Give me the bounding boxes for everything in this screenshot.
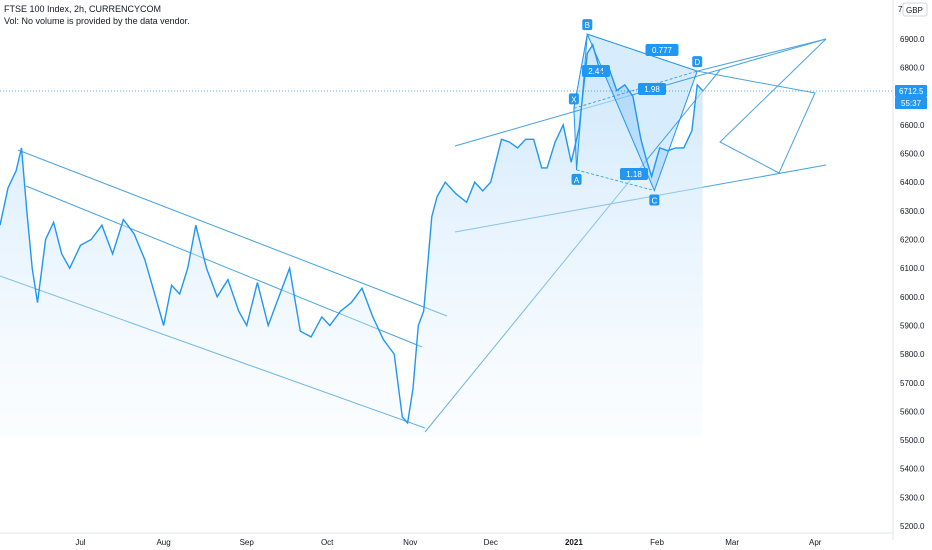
y-tick-label: 6500.0 [900,150,925,159]
ratio-line-xd [573,70,698,109]
projection-zigzag-a[interactable] [697,38,827,72]
ratio-badge[interactable] [638,83,666,95]
ratio-label: 1.18 [626,170,642,179]
x-tick-label: Oct [321,538,334,547]
y-tick-label: 6400.0 [900,178,925,187]
y-tick-label: 5300.0 [900,493,925,502]
price-area [0,44,703,437]
y-tick-label: 5600.0 [900,407,925,416]
time-axis[interactable]: Jul Aug Sep Oct Nov Dec 2021 Feb Mar Apr [0,532,893,547]
ratio-badge[interactable] [620,168,648,180]
last-price-text: 6712.5 [899,87,924,96]
legend-volume-note: Vol: No volume is provided by the data v… [4,16,190,26]
pattern-point-label: C [651,197,657,206]
pattern-point-badge[interactable] [568,93,579,105]
y-tick-label: 6000.0 [900,293,925,302]
y-tick-label: 5500.0 [900,436,925,445]
top-symbol: 7 [898,5,903,14]
x-tick-label: Mar [725,538,739,547]
x-tick-label: Sep [240,538,255,547]
ratio-label: 2.44 [588,67,604,76]
currency-scale-label: GBP [906,6,923,15]
last-price-tag: 6712.5 55:37 [895,85,927,109]
x-tick-label: Dec [484,538,498,547]
pattern-point-badge[interactable] [649,194,660,206]
y-tick-label: 5200.0 [900,522,925,531]
price-line [0,42,704,425]
pattern-point-label: B [585,21,590,30]
chart-legend: FTSE 100 Index, 2h, CURRENCYCOM Vol: No … [4,3,190,27]
y-tick-label: 5700.0 [900,379,925,388]
top-symbol-box[interactable]: 7 [898,5,903,14]
y-tick-label: 6600.0 [900,121,925,130]
pattern-point-badge[interactable] [582,19,593,31]
ratio-badge[interactable] [645,44,679,56]
x-tick-label: Apr [809,538,822,547]
y-tick-label: 6100.0 [900,264,925,273]
price-area-fill [0,44,703,437]
price-axis[interactable]: 6900.06800.06700.06600.06500.06400.06300… [892,0,925,540]
y-tick-label: 6800.0 [900,64,925,73]
pattern-point-badge[interactable] [692,56,703,68]
y-tick-label: 5400.0 [900,465,925,474]
pattern-point-badge[interactable] [571,173,582,185]
x-tick-label: Nov [403,538,417,547]
x-tick-label: Jul [75,538,85,547]
projection-zigzag-b[interactable] [697,38,827,174]
pattern-point-label: X [571,95,577,104]
ratio-label: 0.777 [652,46,673,55]
pattern-point-label: D [694,58,700,67]
x-tick-label: 2021 [565,538,583,547]
ratio-badge[interactable] [582,65,610,77]
countdown-text: 55:37 [901,99,922,108]
legend-title: FTSE 100 Index, 2h, CURRENCYCOM [4,4,162,14]
ratio-line-ac [576,169,655,191]
y-tick-label: 6300.0 [900,207,925,216]
upper-channel-line[interactable] [17,149,448,317]
y-tick-label: 6900.0 [900,35,925,44]
ratio-line-bd [587,33,698,72]
harmonic-pattern[interactable]: X A B C D 0.777 2.44 1.18 1.98 [568,19,827,206]
y-tick-label: 6200.0 [900,236,925,245]
pattern-point-label: A [574,176,580,185]
y-tick-label: 5900.0 [900,321,925,330]
currency-scale-button[interactable]: GBP [902,2,928,17]
x-tick-label: Feb [650,538,664,547]
x-tick-label: Aug [156,538,170,547]
y-tick-label: 5800.0 [900,350,925,359]
ratio-label: 1.98 [644,85,660,94]
